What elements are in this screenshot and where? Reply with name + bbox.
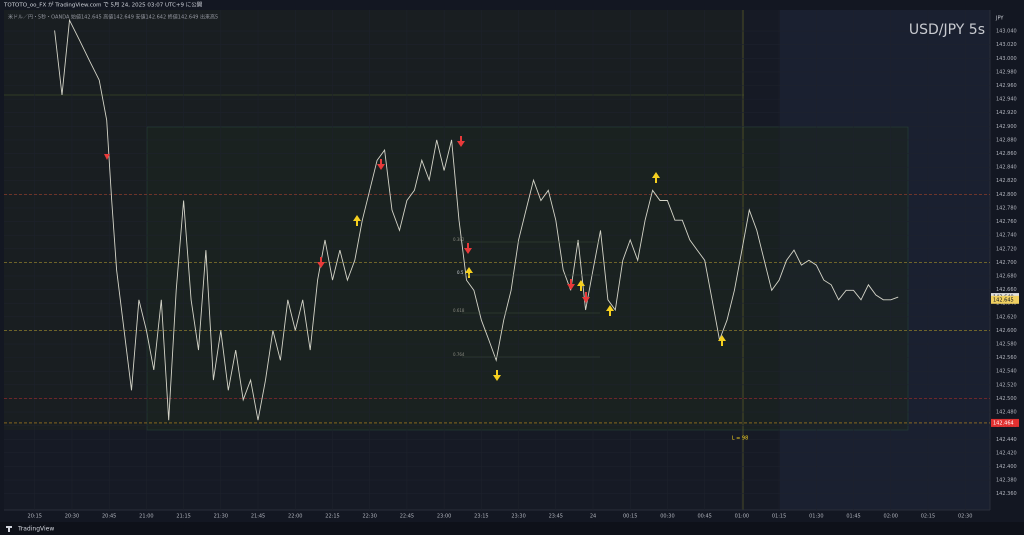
x-tick-label: 22:30: [362, 514, 376, 520]
x-tick-label: 22:15: [325, 514, 339, 520]
x-tick-label: 01:45: [846, 514, 860, 520]
y-tick-label: 142.660: [996, 287, 1017, 293]
y-tick-label: 142.500: [996, 396, 1017, 402]
y-tick-label: 143.020: [996, 42, 1017, 48]
x-tick-label: 02:00: [884, 514, 898, 520]
x-tick-label: 21:30: [214, 514, 228, 520]
x-tick-label: 00:45: [697, 514, 711, 520]
y-tick-label: 143.000: [996, 56, 1017, 62]
brand-logo: [6, 526, 12, 532]
sell-signal: [457, 136, 465, 147]
y-tick-label: 142.540: [996, 369, 1017, 375]
price-label: 142.645: [993, 297, 1014, 303]
symbol-legend: 米ドル／円・5秒・OANDA 始値142.645 高値142.649 安値142…: [8, 14, 218, 21]
x-tick-label: 22:45: [400, 514, 414, 520]
y-tick-label: 142.980: [996, 69, 1017, 75]
buy-signal: [465, 267, 473, 278]
y-tick-label: 142.720: [996, 246, 1017, 252]
x-tick-label: 21:45: [251, 514, 265, 520]
buy-signal: [353, 215, 361, 226]
sell-signal: [582, 292, 590, 303]
price-unit: JPY: [995, 16, 1004, 22]
y-tick-label: 143.040: [996, 29, 1017, 35]
price-label: 142.464: [993, 420, 1014, 426]
y-tick-label: 142.840: [996, 165, 1017, 171]
x-tick-label: 01:00: [735, 514, 749, 520]
x-tick-label: 02:30: [958, 514, 972, 520]
buy-signal: [718, 335, 726, 346]
x-tick-label: 00:15: [623, 514, 637, 520]
sell-signal: [567, 279, 575, 290]
buy-signal: [493, 370, 501, 381]
buy-signal: [652, 172, 660, 183]
fib-label: 0.382: [453, 237, 465, 242]
sell-signal: [104, 154, 110, 160]
fib-label: 0.618: [453, 308, 465, 313]
buy-signal: [577, 280, 585, 291]
sell-signal: [377, 159, 385, 170]
y-tick-label: 142.780: [996, 205, 1017, 211]
y-tick-label: 142.380: [996, 478, 1017, 484]
footer-brand: TradingView: [17, 526, 54, 533]
y-tick-label: 142.920: [996, 110, 1017, 116]
buy-signal: [606, 305, 614, 316]
x-tick-label: 23:00: [437, 514, 451, 520]
price-line: [54, 18, 899, 421]
y-tick-label: 142.360: [996, 491, 1017, 497]
signals: [104, 136, 726, 381]
footer-bar: [0, 522, 1024, 535]
x-tick-label: 21:15: [176, 514, 190, 520]
range-box: [146, 126, 909, 431]
y-tick-label: 142.480: [996, 410, 1017, 416]
series: [54, 18, 899, 421]
x-tick-label: 20:30: [65, 514, 79, 520]
y-tick-label: 142.820: [996, 178, 1017, 184]
y-tick-label: 142.580: [996, 342, 1017, 348]
chart-title: USD/JPY 5s: [909, 22, 985, 38]
price-label-box: [991, 295, 1019, 304]
y-tick-label: 142.760: [996, 219, 1017, 225]
x-tick-label: 01:30: [809, 514, 823, 520]
x-tick-label: 01:15: [772, 514, 786, 520]
y-tick-label: 142.620: [996, 314, 1017, 320]
y-tick-label: 142.400: [996, 464, 1017, 470]
y-tick-label: 142.800: [996, 192, 1017, 198]
y-tick-label: 142.600: [996, 328, 1017, 334]
x-tick-label: 23:30: [511, 514, 525, 520]
x-tick-label: 22:00: [288, 514, 302, 520]
x-tick-label: 02:15: [921, 514, 935, 520]
y-tick-label: 142.960: [996, 83, 1017, 89]
fib-label: 0.5: [457, 270, 464, 275]
publish-header: TOTOTO_oo_FX が TradingView.com で 5月 24, …: [3, 1, 203, 9]
y-tick-label: 142.860: [996, 151, 1017, 157]
y-tick-label: 142.420: [996, 450, 1017, 456]
x-tick-label: 24: [590, 514, 596, 520]
sell-signal: [464, 243, 472, 254]
levels: [4, 194, 990, 424]
y-tick-label: 142.520: [996, 382, 1017, 388]
x-tick-label: 00:30: [660, 514, 674, 520]
x-tick-label: 23:15: [474, 514, 488, 520]
x-tick-label: 23:45: [549, 514, 563, 520]
y-tick-label: 142.560: [996, 355, 1017, 361]
x-tick-label: 20:45: [102, 514, 116, 520]
y-tick-label: 142.880: [996, 137, 1017, 143]
y-tick-label: 142.740: [996, 233, 1017, 239]
x-tick-label: 21:00: [139, 514, 153, 520]
fib-label: 0.764: [453, 352, 465, 357]
y-tick-label: 142.700: [996, 260, 1017, 266]
x-tick-label: 20:15: [28, 514, 42, 520]
sell-signal: [317, 257, 325, 268]
y-tick-label: 142.940: [996, 97, 1017, 103]
annotation: L = 98: [732, 436, 749, 442]
y-tick-label: 142.680: [996, 273, 1017, 279]
y-tick-label: 142.440: [996, 437, 1017, 443]
price-label-box: [991, 418, 1019, 427]
y-tick-label: 142.900: [996, 124, 1017, 130]
